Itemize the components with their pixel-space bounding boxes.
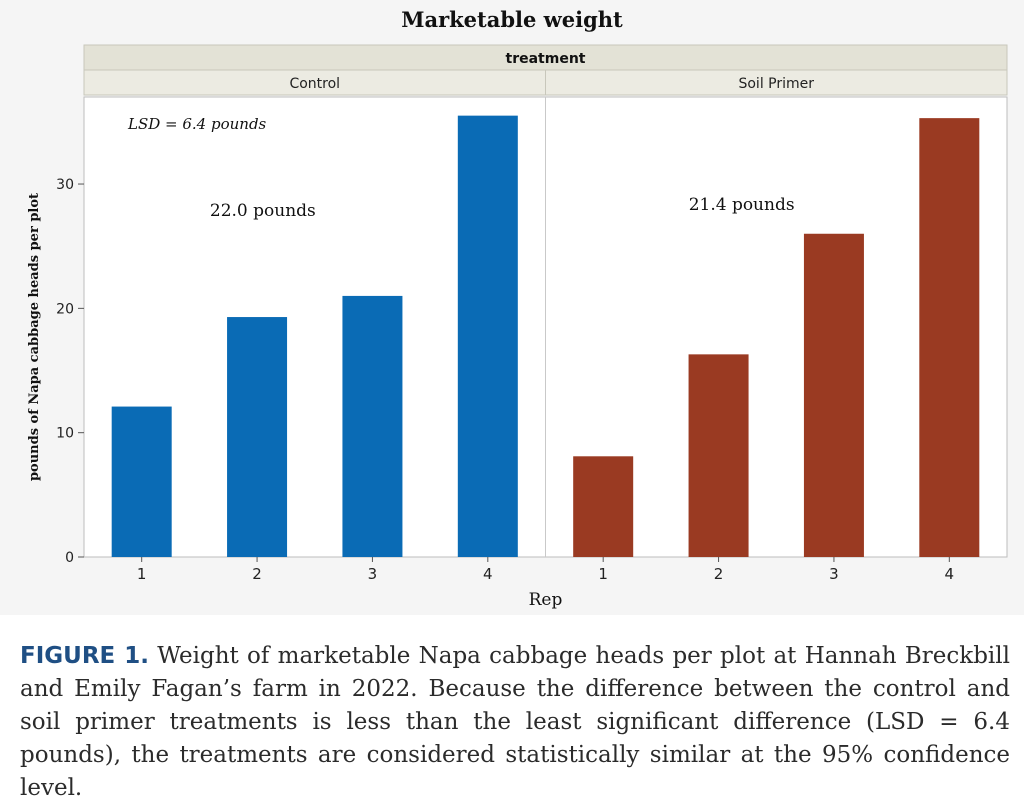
bar-control-rep-4 — [457, 115, 518, 557]
caption-label: FIGURE 1. — [20, 643, 149, 669]
bar-chart: Marketable weight treatment Control Soil Pr… — [27, 7, 1008, 610]
y-axis-label: pounds of Napa cabbage heads per plot — [27, 193, 42, 481]
bar-soil-primer-rep-1 — [573, 456, 634, 557]
x-tick-label: 4 — [945, 565, 955, 583]
panel-header-2 — [545, 69, 1008, 96]
group-header-label: treatment — [506, 51, 586, 67]
x-tick-label: 2 — [714, 565, 724, 583]
mean-label-2: 21.4 pounds — [689, 195, 795, 215]
bar-control-rep-2 — [227, 317, 288, 557]
x-tick-label: 3 — [829, 565, 839, 583]
chart-title: Marketable weight — [401, 7, 623, 32]
x-tick-label: 1 — [598, 565, 608, 583]
panel-header-label-1: Control — [289, 76, 340, 92]
bar-soil-primer-rep-3 — [803, 233, 864, 557]
y-tick-label: 30 — [56, 177, 74, 193]
x-tick-label: 1 — [137, 565, 147, 583]
x-tick-label: 3 — [368, 565, 378, 583]
lsd-annotation: LSD = 6.4 pounds — [127, 115, 267, 133]
x-axis-label: Rep — [529, 590, 563, 610]
figure-caption: FIGURE 1. Weight of marketable Napa cabb… — [20, 640, 1010, 805]
bar-control-rep-1 — [111, 406, 172, 557]
panel-header-1 — [83, 69, 546, 96]
y-tick-label: 0 — [65, 550, 74, 566]
bar-soil-primer-rep-4 — [919, 118, 980, 557]
chart-area: Marketable weight treatment Control Soil Pr… — [27, 7, 1008, 610]
y-tick-label: 10 — [56, 426, 74, 442]
mean-label-1: 22.0 pounds — [210, 201, 316, 221]
x-tick-label: 2 — [252, 565, 262, 583]
panel-header-label-2: Soil Primer — [738, 76, 814, 92]
bar-control-rep-3 — [342, 295, 403, 557]
x-tick-label: 4 — [483, 565, 493, 583]
group-header-bar — [83, 44, 1008, 71]
caption-text: Weight of marketable Napa cabbage heads … — [20, 643, 1010, 801]
y-tick-label: 20 — [56, 301, 74, 317]
bar-soil-primer-rep-2 — [688, 354, 749, 557]
